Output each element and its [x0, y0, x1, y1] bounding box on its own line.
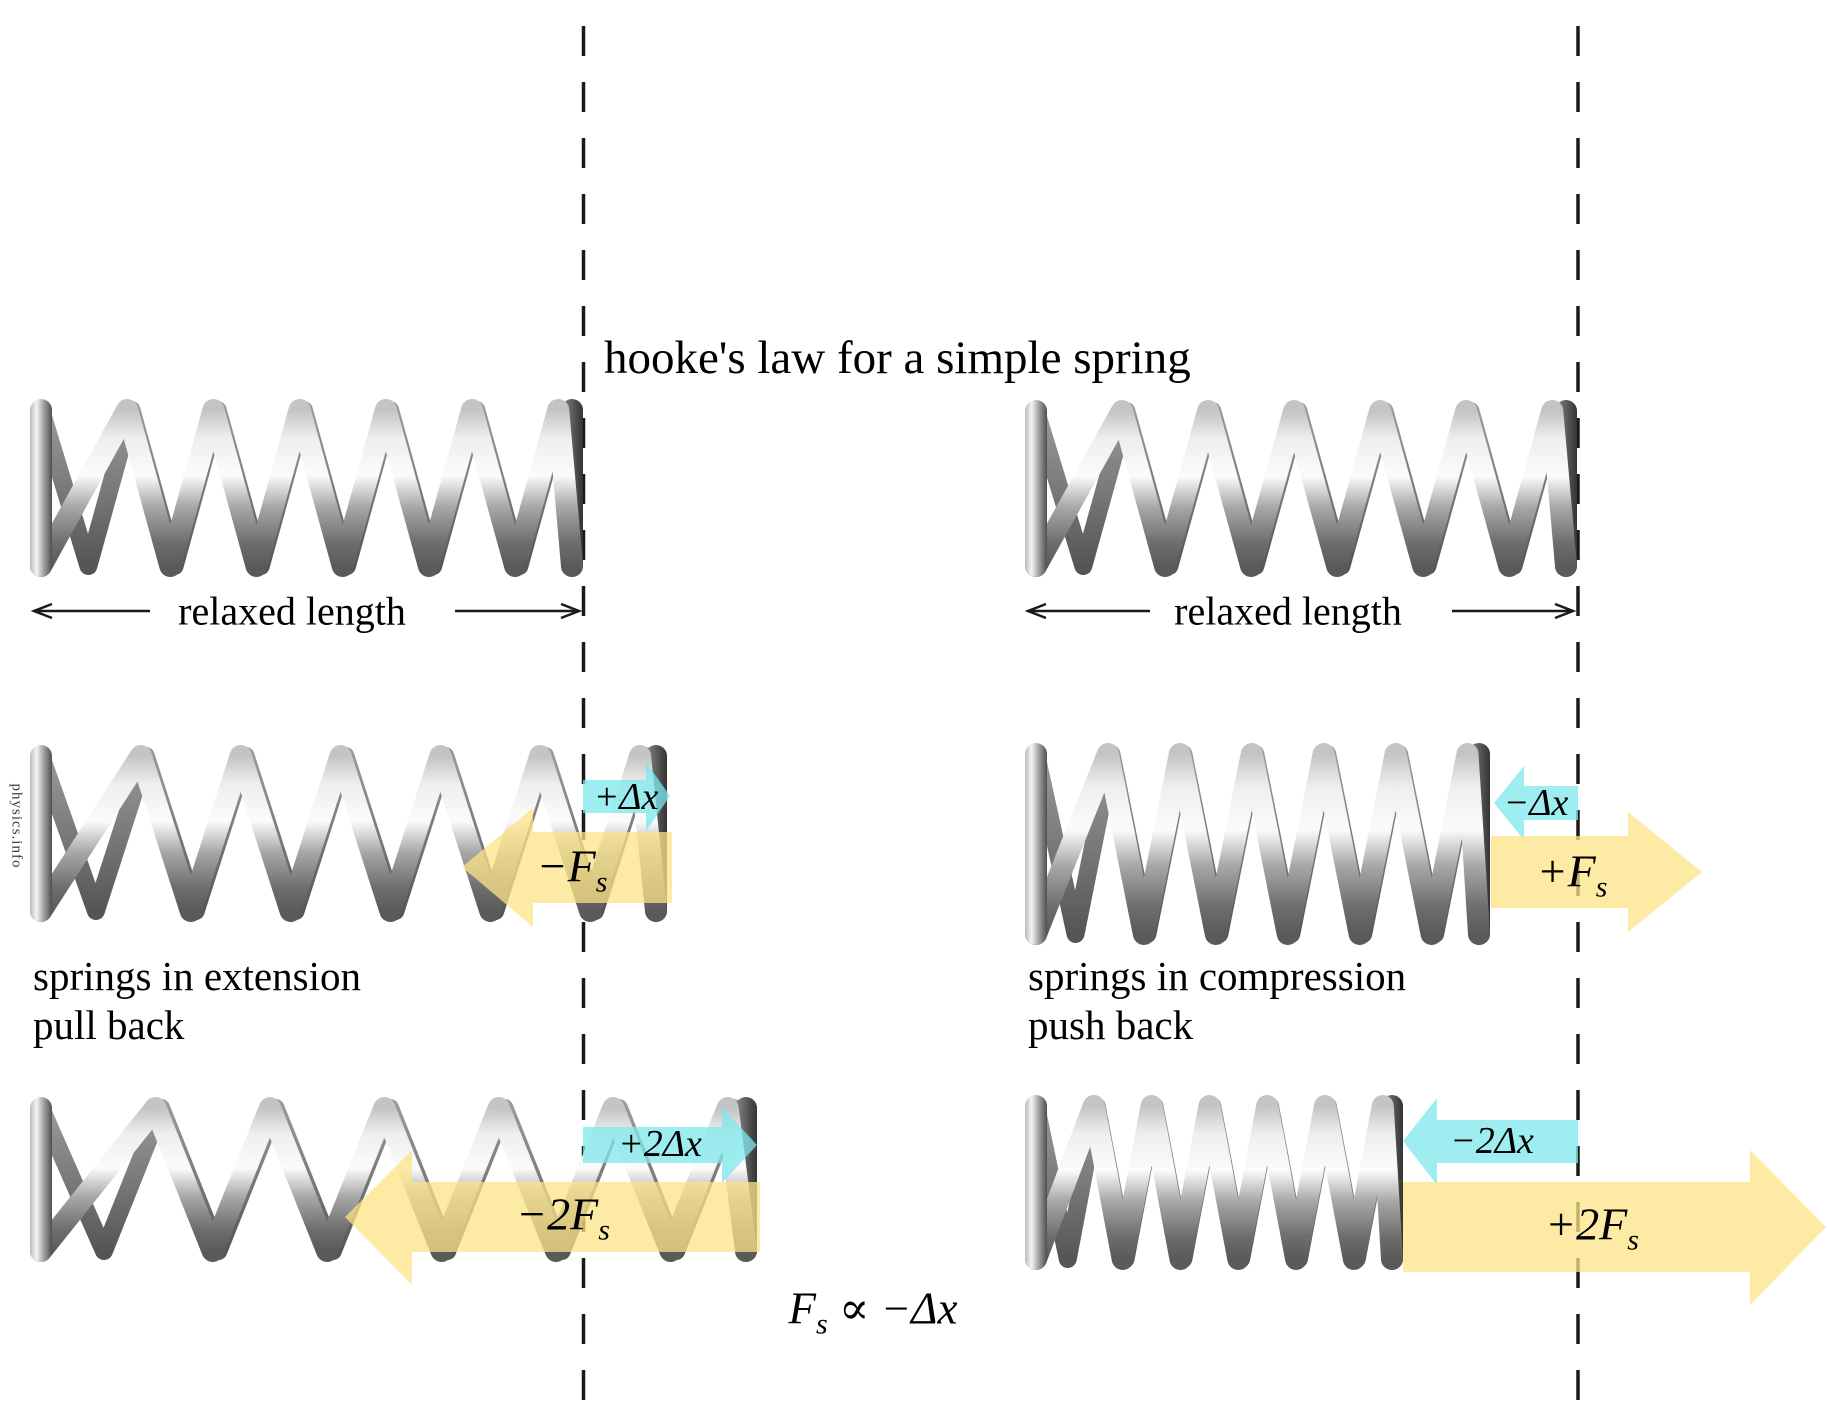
spring-end-cap — [1025, 400, 1047, 577]
label-minus-dx: −Δx — [1503, 782, 1569, 824]
equation-f: F — [788, 1283, 817, 1334]
springs-layer — [30, 399, 1577, 1270]
arrowhead-left-icon — [1024, 602, 1047, 620]
spring-coil-rod — [30, 745, 667, 922]
relaxed-length-label-left: relaxed length — [178, 588, 406, 634]
label-minus-2fs-sub: s — [598, 1213, 610, 1247]
spring-compressed-right — [1025, 743, 1490, 945]
label-minus-2fs: −2Fs — [516, 1188, 610, 1246]
label-plus-dx: +Δx — [593, 776, 659, 818]
arrowhead-left-icon — [30, 602, 53, 620]
page-title: hooke's law for a simple spring — [604, 332, 1191, 384]
spring-compressed-2x-right — [1025, 1095, 1403, 1270]
label-plus-fs: +Fs — [1536, 845, 1608, 903]
watermark: physics.info — [8, 783, 25, 869]
spring-coil-rod — [1025, 400, 1577, 577]
label-minus-fs-main: −F — [536, 840, 596, 892]
spring-relaxed-right — [1025, 400, 1577, 577]
measure-arrows — [30, 602, 1577, 620]
equation-rest: ∝ −Δx — [827, 1283, 958, 1334]
spring-coil-rod — [1025, 1095, 1403, 1270]
spring-end-cap — [30, 745, 52, 922]
spring-coil-rod — [30, 399, 583, 577]
label-plus-2fs: +2Fs — [1545, 1198, 1639, 1256]
displacement-arrow-plus-dx — [583, 762, 670, 831]
label-plus-2fs-main: +2F — [1545, 1198, 1628, 1250]
displacement-arrow-minus-2dx — [1403, 1098, 1578, 1185]
spring-coil-rod — [1025, 743, 1490, 945]
label-plus-2dx: +2Δx — [618, 1123, 702, 1165]
label-minus-fs: −Fs — [536, 840, 608, 898]
caption-extension-line1: springs in extension — [33, 953, 361, 999]
caption-extension-line2: pull back — [33, 1002, 185, 1049]
spring-end-cap — [30, 1097, 52, 1262]
caption-compression-line1: springs in compression — [1028, 953, 1407, 999]
displacement-arrow-minus-dx — [1494, 766, 1578, 840]
spring-end-cap — [30, 399, 52, 577]
force-arrow-minus-2fs — [345, 1150, 760, 1285]
spring-relaxed-left — [30, 399, 583, 577]
equation-sub: s — [816, 1307, 828, 1341]
label-minus-fs-sub: s — [595, 865, 608, 899]
arrowhead-right-icon — [560, 602, 583, 620]
label-plus-fs-sub: s — [1595, 870, 1608, 904]
caption-extension: springs in extension pull back — [33, 952, 361, 1050]
caption-compression-line2: push back — [1028, 1002, 1194, 1049]
relaxed-length-label-right: relaxed length — [1174, 588, 1402, 634]
spring-end-cap — [1025, 1095, 1047, 1270]
force-arrow-plus-2fs — [1403, 1150, 1826, 1305]
spring-end-cap — [1025, 743, 1047, 945]
label-plus-fs-main: +F — [1536, 845, 1596, 897]
hookes-law-equation: Fs ∝ −Δx — [788, 1282, 958, 1340]
label-minus-2fs-main: −2F — [516, 1188, 599, 1240]
force-arrow-minus-fs — [462, 808, 672, 927]
caption-compression: springs in compression push back — [1028, 952, 1406, 1050]
label-minus-2dx: −2Δx — [1450, 1120, 1534, 1162]
arrowhead-right-icon — [1554, 602, 1577, 620]
displacement-arrow-plus-2dx — [583, 1107, 757, 1183]
force-arrow-plus-fs — [1491, 812, 1702, 932]
label-plus-2fs-sub: s — [1627, 1223, 1639, 1257]
